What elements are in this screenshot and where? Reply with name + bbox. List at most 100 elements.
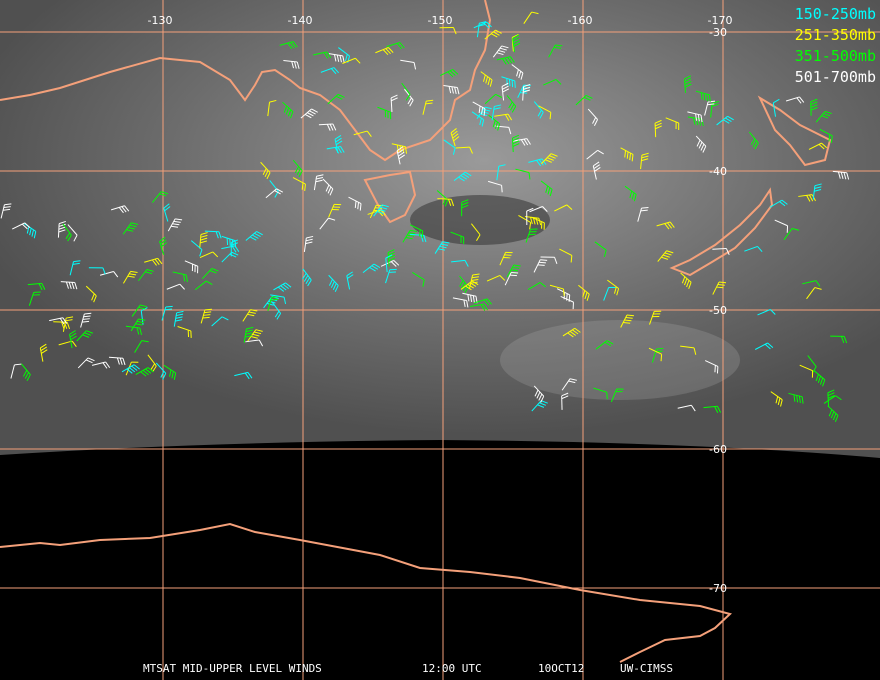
barb-feather — [711, 101, 719, 104]
wind-barb — [122, 222, 139, 235]
barb-feather — [376, 211, 384, 214]
barb-feather — [501, 45, 509, 49]
barb-staff — [783, 228, 793, 241]
barb-feather — [163, 203, 170, 209]
barb-staff — [455, 146, 470, 149]
barb-feather — [684, 278, 688, 286]
barb-feather — [21, 223, 28, 230]
barb-feather — [547, 187, 551, 195]
barb-feather — [614, 286, 617, 294]
barb-feather — [512, 37, 520, 42]
wind-barb — [540, 256, 558, 264]
wind-barb — [523, 11, 539, 24]
barb-feather — [294, 166, 300, 173]
barb-feather — [87, 357, 95, 362]
barb-feather — [302, 273, 307, 280]
barb-feather — [798, 395, 801, 404]
barb-feather — [460, 282, 466, 289]
barb-feather — [38, 283, 43, 291]
wind-barb — [0, 203, 12, 219]
barb-feather — [249, 236, 257, 241]
barb-feather — [471, 276, 479, 279]
barb-feather — [325, 184, 330, 192]
wind-barb — [484, 29, 502, 40]
barb-feather — [709, 94, 711, 102]
barb-feather — [305, 241, 313, 245]
barb-feather — [347, 274, 354, 279]
wind-barb — [515, 168, 531, 180]
barb-feather — [335, 95, 343, 100]
barb-feather — [660, 354, 663, 362]
barb-feather — [696, 139, 701, 147]
barb-feather — [354, 200, 357, 209]
barb-feather — [82, 320, 90, 323]
barb-staff — [560, 295, 574, 303]
barb-feather — [172, 223, 180, 226]
wind-barb — [561, 392, 569, 410]
barb-staff — [57, 223, 60, 238]
wind-barb — [710, 101, 719, 118]
barb-feather — [538, 393, 543, 401]
barb-feather — [366, 130, 372, 138]
wind-barb — [201, 267, 219, 280]
barb-feather — [154, 258, 160, 265]
barb-feather — [388, 254, 396, 259]
barb-feather — [373, 263, 381, 269]
barb-feather — [770, 309, 776, 315]
barb-feather — [266, 302, 274, 306]
barb-feather — [65, 319, 73, 322]
wind-barb — [334, 134, 343, 154]
barb-feather — [486, 21, 492, 28]
barb-feather — [29, 228, 32, 236]
wind-barb — [377, 106, 392, 120]
barb-feather — [698, 141, 703, 149]
wind-barb — [135, 367, 154, 377]
wind-barb — [827, 405, 839, 423]
barb-feather — [326, 51, 332, 58]
barb-feather — [33, 231, 37, 239]
barb-feather — [480, 304, 486, 311]
wind-barb — [172, 271, 188, 283]
barb-feather — [625, 317, 633, 319]
barb-feather — [175, 316, 183, 319]
wind-barb — [404, 88, 414, 107]
wind-barb — [320, 67, 339, 75]
barb-feather — [483, 108, 486, 116]
barb-feather — [138, 306, 146, 310]
wind-barb — [234, 371, 253, 380]
barb-feather — [554, 257, 558, 264]
wind-barb — [595, 340, 614, 350]
wind-barb — [39, 343, 48, 362]
wind-barb — [554, 204, 573, 212]
footer-date: 10OCT12 — [538, 662, 584, 675]
barb-feather — [469, 146, 473, 154]
barb-feather — [821, 115, 829, 119]
barb-feather — [173, 220, 181, 223]
barb-feather — [58, 223, 66, 227]
barb-feather — [138, 318, 146, 321]
wind-barb — [501, 82, 510, 101]
wind-barb — [525, 228, 538, 243]
barb-feather — [164, 308, 173, 311]
wind-barb — [774, 219, 789, 233]
wind-barb — [380, 259, 400, 267]
barb-feather — [656, 347, 664, 350]
barb-feather — [818, 144, 825, 150]
barb-feather — [126, 229, 134, 232]
lon-label: -160 — [568, 14, 593, 27]
wind-barb — [279, 41, 298, 50]
barb-feather — [846, 172, 850, 180]
lat-label: -60 — [709, 443, 727, 456]
barb-feather — [592, 117, 597, 124]
barb-feather — [604, 341, 612, 347]
barb-feather — [504, 114, 510, 121]
wind-barb — [204, 230, 222, 239]
barb-feather — [461, 204, 469, 209]
barb-feather — [130, 270, 138, 273]
barb-feather — [507, 57, 513, 64]
barb-staff — [437, 198, 452, 200]
barb-feather — [450, 199, 455, 207]
barb-staff — [486, 275, 501, 282]
barb-feather — [796, 97, 802, 104]
wind-barb — [819, 128, 833, 143]
